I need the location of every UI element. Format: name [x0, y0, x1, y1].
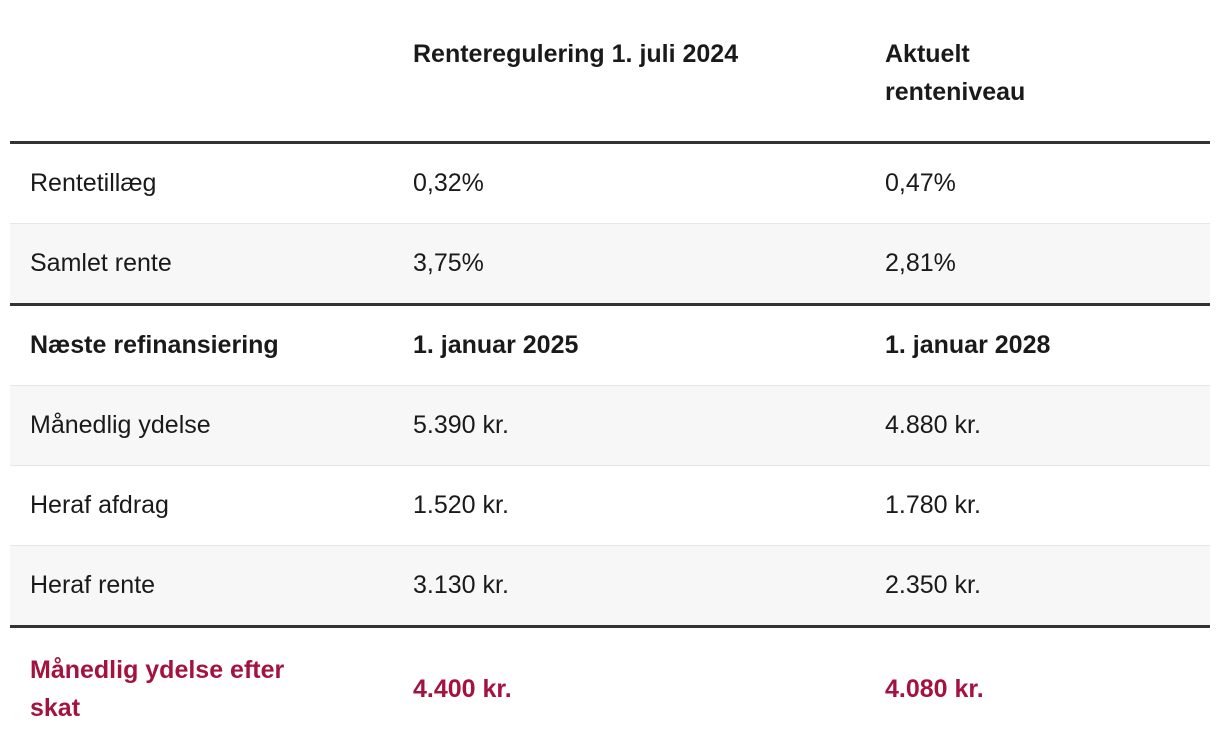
table-row-heraf-afdrag: Heraf afdrag 1.520 kr. 1.780 kr. [10, 465, 1210, 546]
value-cell: 1. januar 2025 [393, 303, 865, 386]
table-row-samlet-rente: Samlet rente 3,75% 2,81% [10, 223, 1210, 305]
row-label: Samlet rente [10, 223, 393, 305]
value-cell: 1.520 kr. [393, 465, 865, 546]
table-row-heraf-rente: Heraf rente 3.130 kr. 2.350 kr. [10, 545, 1210, 627]
row-label: Månedlig ydelse efter skat [10, 625, 393, 751]
value-cell: 2,81% [865, 223, 1210, 305]
value-cell: 4.080 kr. [865, 625, 1210, 751]
value-cell: 2.350 kr. [865, 545, 1210, 627]
value-cell: 1.780 kr. [865, 465, 1210, 546]
value-cell: 5.390 kr. [393, 385, 865, 466]
row-label: Heraf afdrag [10, 465, 393, 546]
table-row-maanedlig-ydelse: Månedlig ydelse 5.390 kr. 4.880 kr. [10, 385, 1210, 466]
table-row-naeste-refinansiering: Næste refinansiering 1. januar 2025 1. j… [10, 303, 1210, 386]
row-label: Heraf rente [10, 545, 393, 627]
value-cell: 4.400 kr. [393, 625, 865, 751]
row-label: Månedlig ydelse [10, 385, 393, 466]
value-cell: 0,32% [413, 168, 484, 197]
table-row-maanedlig-ydelse-efter-skat: Månedlig ydelse efter skat 4.400 kr. 4.0… [10, 625, 1210, 751]
row-label: Næste refinansiering [10, 303, 393, 386]
header-row: Renteregulering 1. juli 2024 Aktuelt ren… [10, 0, 1210, 144]
column-header-empty [10, 0, 393, 144]
rate-comparison-table-wrap: Renteregulering 1. juli 2024 Aktuelt ren… [10, 0, 1210, 751]
rate-comparison-table: Renteregulering 1. juli 2024 Aktuelt ren… [10, 0, 1210, 751]
value-cell: 3.130 kr. [393, 545, 865, 627]
value-cell: 3,75% [393, 223, 865, 305]
table-row-rentetillaeg: Rentetillæg 0,32% 0,47% [10, 143, 1210, 224]
column-header-renteregulering: Renteregulering 1. juli 2024 [393, 0, 865, 144]
value-cell: 1. januar 2028 [865, 303, 1210, 386]
row-label: Rentetillæg [30, 168, 157, 197]
column-header-label: Aktuelt renteniveau [885, 40, 1026, 106]
value-cell: 4.880 kr. [865, 385, 1210, 466]
column-header-label: Renteregulering 1. juli 2024 [413, 40, 739, 68]
row-label-text: Månedlig ydelse efter skat [30, 656, 285, 722]
value-cell: 0,47% [885, 168, 956, 197]
column-header-aktuelt-renteniveau: Aktuelt renteniveau [865, 0, 1210, 144]
